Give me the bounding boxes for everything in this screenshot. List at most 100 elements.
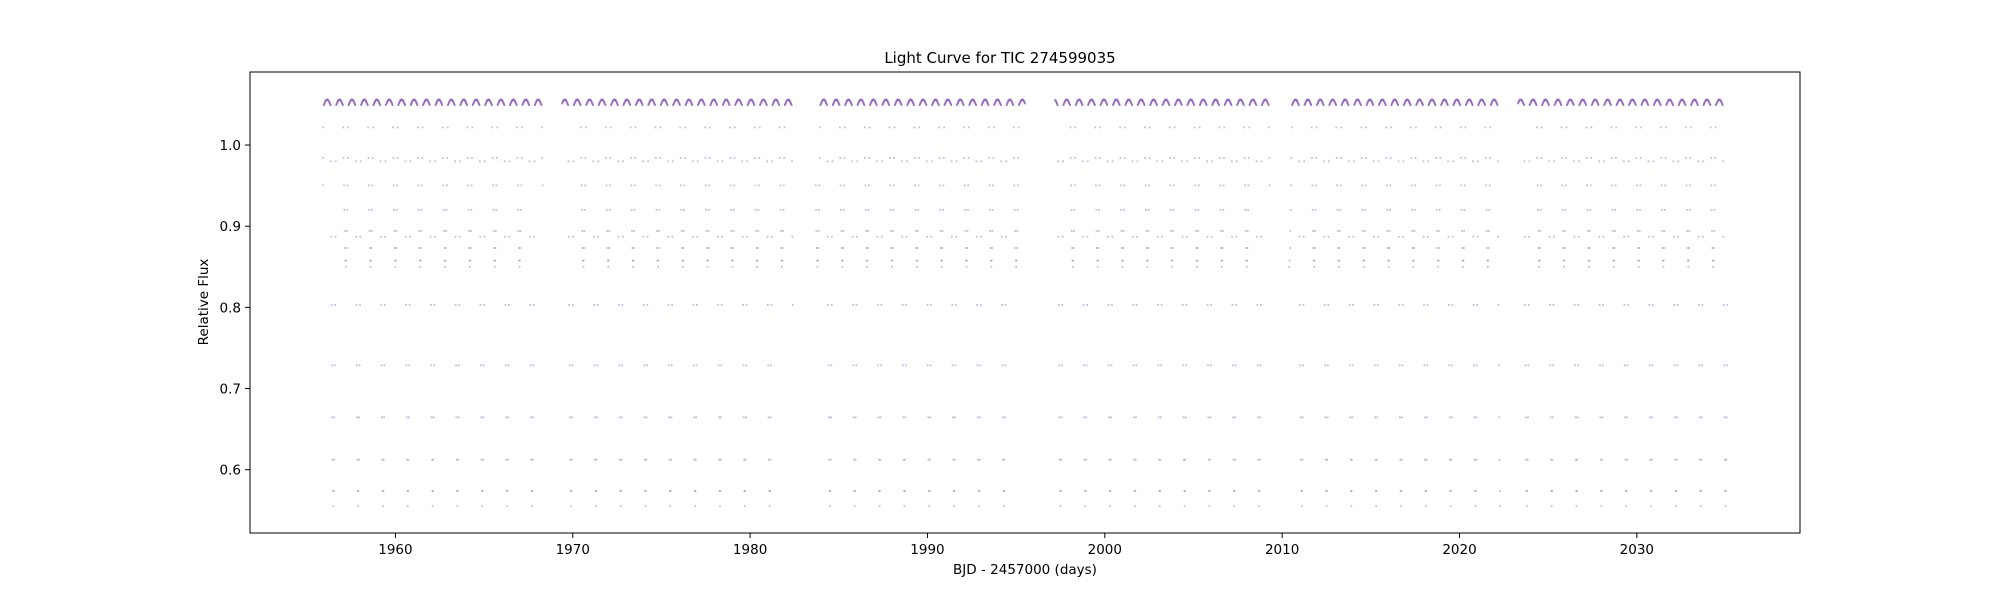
flux-point xyxy=(1248,126,1251,129)
flux-point xyxy=(1288,265,1291,268)
flux-point xyxy=(1424,505,1427,508)
flux-point xyxy=(853,505,856,508)
flux-point xyxy=(865,259,868,262)
flux-point xyxy=(491,126,494,129)
flux-point xyxy=(940,265,943,268)
flux-point xyxy=(1398,304,1401,306)
flux-point xyxy=(371,209,373,211)
flux-point xyxy=(657,247,660,249)
flux-point xyxy=(1260,235,1263,238)
flux-point xyxy=(1662,259,1665,262)
flux-point xyxy=(1247,184,1250,187)
flux-point xyxy=(1397,104,1399,106)
flux-point xyxy=(681,259,684,262)
flux-point xyxy=(1611,184,1613,187)
flux-point xyxy=(918,126,921,129)
flux-point xyxy=(508,235,511,238)
flux-point xyxy=(838,104,841,106)
flux-point xyxy=(1626,458,1628,461)
flux-point xyxy=(989,209,991,211)
flux-point xyxy=(381,490,384,492)
flux-point xyxy=(756,259,759,262)
flux-point xyxy=(1664,184,1667,187)
flux-point xyxy=(1397,235,1400,238)
flux-point xyxy=(977,458,980,461)
flux-point xyxy=(1109,458,1112,461)
flux-point xyxy=(1060,416,1063,419)
flux-point xyxy=(913,104,915,106)
flux-point xyxy=(595,458,598,461)
flux-point xyxy=(1017,184,1019,187)
flux-point xyxy=(517,209,519,211)
flux-point xyxy=(647,160,649,163)
flux-point xyxy=(582,259,585,262)
flux-point xyxy=(1094,126,1097,129)
flux-point xyxy=(1210,235,1213,238)
flux-point xyxy=(684,126,687,129)
flux-point xyxy=(1486,259,1489,262)
flux-point xyxy=(1685,157,1687,159)
flux-point xyxy=(1496,160,1499,163)
flux-point xyxy=(1623,364,1626,367)
flux-point xyxy=(1625,490,1628,492)
flux-point xyxy=(745,304,748,306)
flux-point xyxy=(631,230,633,232)
flux-point xyxy=(927,458,930,461)
flux-point xyxy=(1109,505,1111,508)
flux-point xyxy=(1005,160,1008,163)
flux-point xyxy=(1578,160,1580,163)
flux-point xyxy=(1587,230,1589,232)
flux-point xyxy=(669,490,672,492)
flux-point xyxy=(755,230,757,232)
flux-point xyxy=(719,505,721,508)
flux-point xyxy=(518,265,521,268)
flux-points xyxy=(321,98,1729,508)
flux-point xyxy=(1535,126,1538,129)
flux-point xyxy=(1205,104,1208,106)
flux-point xyxy=(630,157,632,159)
flux-point xyxy=(843,184,845,187)
flux-point xyxy=(442,209,445,211)
flux-point xyxy=(1003,416,1006,419)
flux-point xyxy=(1714,126,1717,129)
flux-point xyxy=(444,265,446,268)
flux-point xyxy=(593,304,595,306)
flux-point xyxy=(1459,104,1462,106)
flux-point xyxy=(541,184,544,187)
flux-point xyxy=(1701,304,1704,306)
flux-point xyxy=(1311,209,1314,211)
flux-point xyxy=(755,247,758,249)
flux-point xyxy=(446,184,448,187)
flux-point xyxy=(830,304,833,306)
flux-point xyxy=(1462,259,1465,262)
flux-point xyxy=(1207,458,1210,461)
flux-point xyxy=(366,104,369,106)
flux-point xyxy=(618,364,621,367)
flux-point xyxy=(634,157,637,159)
flux-point xyxy=(408,364,411,367)
flux-point xyxy=(1194,157,1196,159)
flux-point xyxy=(694,490,697,492)
flux-point xyxy=(1268,157,1271,159)
flux-point xyxy=(1550,505,1553,508)
flux-point xyxy=(1325,490,1328,492)
flux-point xyxy=(680,209,683,211)
flux-point xyxy=(656,259,659,262)
flux-point xyxy=(480,364,482,367)
flux-point xyxy=(828,490,831,492)
flux-point xyxy=(1083,458,1086,461)
flux-point xyxy=(419,265,422,268)
flux-point xyxy=(991,247,993,249)
flux-point xyxy=(929,416,932,419)
flux-point xyxy=(1724,505,1727,508)
flux-point xyxy=(1360,157,1363,159)
flux-point xyxy=(729,184,732,187)
flux-point xyxy=(619,505,622,508)
flux-point xyxy=(329,104,332,106)
flux-point xyxy=(926,364,929,367)
flux-point xyxy=(580,184,583,187)
flux-point xyxy=(1072,247,1075,249)
flux-point xyxy=(979,304,982,306)
flux-point xyxy=(1660,184,1663,187)
flux-point xyxy=(1230,104,1233,106)
